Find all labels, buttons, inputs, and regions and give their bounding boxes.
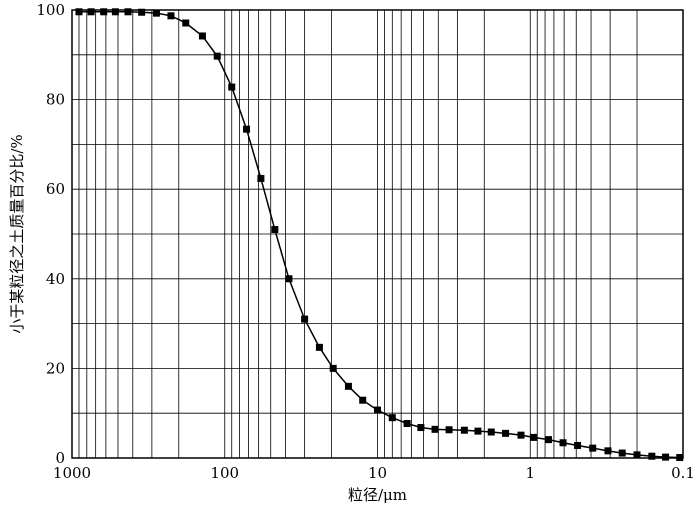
data-point-marker [574, 441, 582, 449]
data-point-marker [633, 451, 641, 459]
data-point-marker [213, 52, 221, 60]
data-point-marker [604, 447, 612, 455]
y-tick-label: 20 [46, 359, 65, 377]
data-point-marker [167, 12, 175, 20]
data-point-marker [618, 449, 626, 457]
data-point-marker [445, 426, 453, 434]
x-tick-label: 10 [368, 464, 387, 482]
x-axis-ticks: 1000 100 10 1 0.1 [53, 464, 695, 482]
x-axis-title: 粒径/μm [348, 486, 407, 504]
x-tick-label: 100 [210, 464, 239, 482]
y-tick-label: 0 [55, 449, 65, 467]
data-point-marker [198, 32, 206, 40]
data-point-marker [138, 8, 146, 16]
data-point-marker [257, 174, 265, 182]
data-point-marker [315, 343, 323, 351]
data-point-marker [544, 436, 552, 444]
data-point-marker [487, 428, 495, 436]
series-line [78, 11, 680, 459]
data-point-marker [388, 414, 396, 422]
data-point-marker [75, 8, 83, 16]
data-point-marker [460, 426, 468, 434]
data-point-marker [417, 424, 425, 432]
data-point-marker [474, 427, 482, 435]
x-tick-label: 1 [525, 464, 535, 482]
data-point-marker [662, 453, 670, 461]
data-point-marker [359, 396, 367, 404]
data-point-marker [301, 315, 309, 323]
data-point-marker [329, 364, 337, 372]
y-tick-label: 60 [46, 180, 65, 198]
grid [72, 10, 684, 458]
data-point-marker [243, 125, 251, 133]
y-axis-ticks: 0 20 40 60 80 100 [36, 1, 65, 467]
x-tick-label: 0.1 [671, 464, 695, 482]
data-point-marker [589, 444, 597, 452]
data-point-marker [502, 429, 510, 437]
data-point-marker [559, 439, 567, 447]
data-point-marker [374, 406, 381, 414]
data-point-marker [676, 454, 684, 462]
data-point-marker [431, 425, 439, 433]
data-point-marker [648, 452, 656, 460]
x-tick-label: 1000 [53, 464, 91, 482]
data-point-marker [124, 8, 132, 16]
y-tick-label: 80 [46, 91, 65, 109]
data-point-marker [344, 382, 352, 390]
data-point-marker [100, 8, 108, 16]
data-point-marker [530, 433, 538, 441]
data-point-marker [87, 8, 95, 16]
plot-frame [71, 9, 684, 459]
data-point-marker [182, 19, 190, 27]
data-point-marker [271, 226, 279, 234]
data-point-marker [517, 431, 525, 439]
y-axis-title: 小于某粒径之土质量百分比/% [8, 134, 26, 333]
data-point-marker [285, 275, 293, 283]
series-markers [75, 8, 684, 462]
data-point-marker [228, 83, 236, 91]
data-point-marker [111, 8, 119, 16]
y-tick-label: 40 [46, 270, 65, 288]
y-tick-label: 100 [36, 1, 65, 19]
data-point-marker [403, 420, 411, 428]
data-point-marker [152, 9, 160, 17]
